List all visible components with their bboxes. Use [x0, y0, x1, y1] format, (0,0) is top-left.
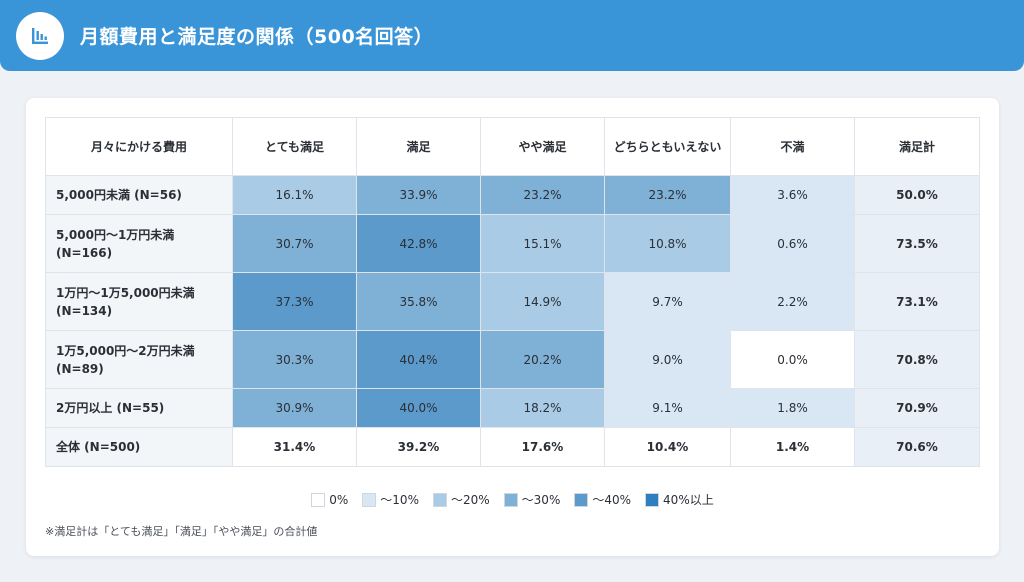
- value-cell: 42.8%: [356, 214, 481, 273]
- value-cell: 9.1%: [604, 388, 731, 428]
- header-cost: 月々にかける費用: [45, 117, 233, 176]
- value-cell: 9.7%: [604, 272, 731, 331]
- value-cell: 1.8%: [730, 388, 855, 428]
- value-cell: 2.2%: [730, 272, 855, 331]
- value-cell: 18.2%: [480, 388, 605, 428]
- legend-item: 〜40%: [574, 491, 631, 508]
- value-cell: 3.6%: [730, 175, 855, 215]
- legend-item: 〜10%: [362, 491, 419, 508]
- satisfaction-table: 月々にかける費用 とても満足 満足 やや満足 どちらともいえない 不満 満足計 …: [45, 117, 980, 467]
- legend-swatch: [574, 492, 589, 507]
- value-cell: 30.9%: [232, 388, 357, 428]
- table-row: 1万円〜1万5,000円未満 (N=134) 37.3% 35.8% 14.9%…: [45, 272, 980, 331]
- total-cell: 70.8%: [854, 330, 980, 389]
- legend-label: 〜30%: [521, 493, 561, 507]
- legend-label: 0%: [329, 492, 349, 507]
- legend-swatch: [432, 492, 447, 507]
- value-cell: 14.9%: [480, 272, 605, 331]
- value-cell: 10.8%: [604, 214, 731, 273]
- page-header: 月額費用と満足度の関係（500名回答）: [0, 0, 1024, 71]
- page-title: 月額費用と満足度の関係（500名回答）: [80, 26, 434, 48]
- value-cell: 0.0%: [730, 330, 855, 389]
- table-row: 5,000円〜1万円未満 (N=166) 30.7% 42.8% 15.1% 1…: [45, 214, 980, 273]
- value-cell: 30.3%: [232, 330, 357, 389]
- bar-chart-icon: [16, 12, 64, 60]
- total-cell: 50.0%: [854, 175, 980, 215]
- legend-label: 〜10%: [380, 493, 419, 507]
- legend-label: 〜20%: [450, 493, 490, 507]
- row-label: 5,000円〜1万円未満 (N=166): [45, 214, 233, 273]
- legend-item: 0%: [311, 491, 348, 508]
- value-cell: 16.1%: [232, 175, 357, 215]
- row-label: 1万円〜1万5,000円未満 (N=134): [45, 272, 233, 331]
- value-cell: 39.2%: [356, 427, 481, 467]
- value-cell: 40.4%: [356, 330, 481, 389]
- header-somewhat-satisfied: やや満足: [480, 117, 605, 176]
- legend-item: 〜20%: [432, 491, 490, 508]
- value-cell: 23.2%: [480, 175, 605, 215]
- value-cell: 37.3%: [232, 272, 357, 331]
- legend-swatch: [503, 492, 518, 507]
- value-cell: 20.2%: [480, 330, 605, 389]
- color-legend: 0% 〜10% 〜20% 〜30% 〜40% 40%以上: [26, 491, 999, 508]
- table-header-row: 月々にかける費用 とても満足 満足 やや満足 どちらともいえない 不満 満足計: [45, 117, 980, 176]
- value-cell: 30.7%: [232, 214, 357, 273]
- table-card: 月々にかける費用 とても満足 満足 やや満足 どちらともいえない 不満 満足計 …: [26, 98, 999, 556]
- header-satisfaction-total: 満足計: [854, 117, 980, 176]
- row-label: 2万円以上 (N=55): [45, 388, 233, 428]
- legend-label: 40%以上: [663, 493, 714, 507]
- table-row: 1万5,000円〜2万円未満 (N=89) 30.3% 40.4% 20.2% …: [45, 330, 980, 389]
- total-cell: 70.9%: [854, 388, 980, 428]
- row-label: 全体 (N=500): [45, 427, 233, 467]
- header-very-satisfied: とても満足: [232, 117, 357, 176]
- total-cell: 73.5%: [854, 214, 980, 273]
- legend-item: 〜30%: [503, 491, 561, 508]
- value-cell: 23.2%: [604, 175, 731, 215]
- value-cell: 0.6%: [730, 214, 855, 273]
- table-row: 2万円以上 (N=55) 30.9% 40.0% 18.2% 9.1% 1.8%…: [45, 388, 980, 428]
- table-row-overall: 全体 (N=500) 31.4% 39.2% 17.6% 10.4% 1.4% …: [45, 427, 980, 467]
- header-dissatisfied: 不満: [730, 117, 855, 176]
- value-cell: 31.4%: [232, 427, 357, 467]
- value-cell: 17.6%: [480, 427, 605, 467]
- footnote: ※満足計は「とても満足」「満足」「やや満足」の合計値: [45, 525, 318, 538]
- value-cell: 10.4%: [604, 427, 731, 467]
- total-cell: 70.6%: [854, 427, 980, 467]
- value-cell: 40.0%: [356, 388, 481, 428]
- header-neutral: どちらともいえない: [604, 117, 731, 176]
- row-label: 1万5,000円〜2万円未満 (N=89): [45, 330, 233, 389]
- total-cell: 73.1%: [854, 272, 980, 331]
- legend-item: 40%以上: [645, 491, 714, 508]
- row-label: 5,000円未満 (N=56): [45, 175, 233, 215]
- legend-swatch: [311, 492, 326, 507]
- header-satisfied: 満足: [356, 117, 481, 176]
- legend-label: 〜40%: [592, 493, 632, 507]
- value-cell: 9.0%: [604, 330, 731, 389]
- value-cell: 15.1%: [480, 214, 605, 273]
- legend-swatch: [645, 492, 660, 507]
- value-cell: 33.9%: [356, 175, 481, 215]
- value-cell: 35.8%: [356, 272, 481, 331]
- legend-swatch: [362, 492, 377, 507]
- value-cell: 1.4%: [730, 427, 855, 467]
- table-row: 5,000円未満 (N=56) 16.1% 33.9% 23.2% 23.2% …: [45, 175, 980, 215]
